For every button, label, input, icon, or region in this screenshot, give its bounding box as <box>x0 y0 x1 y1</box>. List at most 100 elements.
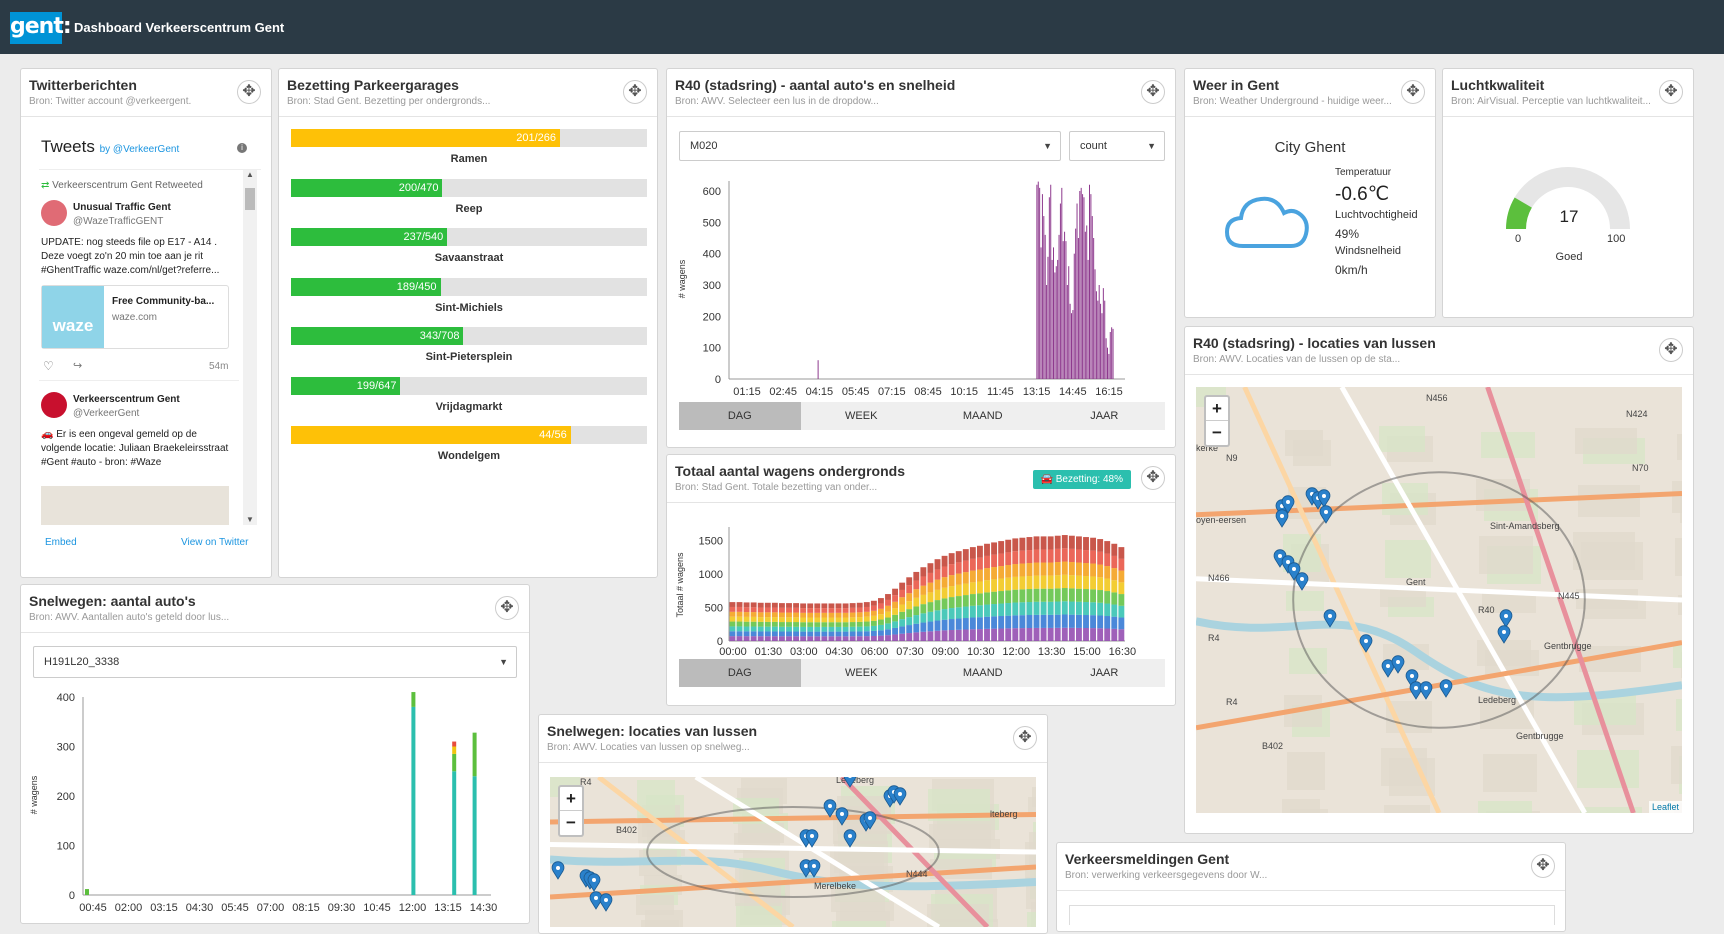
r40-map[interactable]: N456 N424 N9 N70 Sint-Amandsberg Gent N466 N445… <box>1196 387 1682 813</box>
map-tiles[interactable]: R4 B402 Ledeberg N444 Merelbeke lteberg <box>550 777 1036 927</box>
move-icon[interactable]: ✥ <box>623 80 647 104</box>
map-marker-icon <box>1287 562 1301 581</box>
tweet-scroll-area[interactable]: ⇄ Verkeerscentrum Gent Retweeted Unusual… <box>39 169 261 525</box>
area-segment <box>842 622 849 627</box>
move-icon[interactable]: ✥ <box>1659 80 1683 104</box>
tab-week[interactable]: WEEK <box>845 667 878 679</box>
y-axis-label: # wagens <box>677 259 687 298</box>
move-icon[interactable]: ✥ <box>1401 80 1425 104</box>
map-marker-icon <box>843 829 857 848</box>
area-segment <box>920 576 927 586</box>
x-tick-label: 13:30 <box>1038 646 1066 658</box>
panel-header: Twitterberichten Bron: Twitter account @… <box>21 69 271 117</box>
area-segment <box>1019 615 1026 629</box>
map-marker-icon <box>551 861 565 880</box>
area-segment <box>821 603 828 609</box>
area-segment <box>835 603 842 609</box>
area-segment <box>870 615 877 621</box>
move-icon[interactable]: ✥ <box>237 80 261 104</box>
loop-select[interactable]: M020 ▼ <box>679 131 1061 161</box>
move-icon[interactable]: ✥ <box>1013 726 1037 750</box>
area-segment <box>821 631 828 637</box>
area-segment <box>885 611 891 618</box>
area-segment <box>779 631 785 637</box>
scroll-thumb[interactable] <box>245 188 255 210</box>
tab-jaar[interactable]: JAAR <box>1090 410 1119 422</box>
area-segment <box>920 631 927 641</box>
panel-header: Snelwegen: locaties van lussen Bron: AWV… <box>539 715 1047 763</box>
tab-maand[interactable]: MAAND <box>962 667 1003 679</box>
tweet-image[interactable] <box>41 486 229 525</box>
panel-title: Totaal aantal wagens ondergronds <box>675 463 906 479</box>
avatar[interactable] <box>41 200 67 226</box>
map-block <box>1483 754 1537 792</box>
move-icon[interactable]: ✥ <box>1531 854 1555 878</box>
tweet-author[interactable]: Verkeerscentrum Gent <box>73 394 180 405</box>
leaflet-attribution[interactable]: Leaflet <box>1648 801 1682 813</box>
scroll-up-icon[interactable]: ▲ <box>246 170 254 179</box>
area-segment <box>906 593 913 602</box>
avatar[interactable] <box>41 392 67 418</box>
area-segment <box>920 622 927 632</box>
x-tick-label: 03:00 <box>790 646 818 658</box>
area-segment <box>962 549 969 561</box>
y-tick-label: 400 <box>57 692 75 704</box>
heart-icon[interactable]: ♡ <box>43 359 54 373</box>
view-on-twitter-link[interactable]: View on Twitter <box>181 537 249 548</box>
map-block <box>1675 538 1682 576</box>
gent-logo[interactable]: gent: <box>10 12 72 44</box>
map-marker-icon <box>1317 489 1331 508</box>
tab-maand[interactable]: MAAND <box>962 410 1003 422</box>
tab-jaar[interactable]: JAAR <box>1090 667 1119 679</box>
zoom-in-button[interactable]: + <box>560 787 582 811</box>
waze-logo: waze <box>42 286 104 348</box>
scroll-down-icon[interactable]: ▼ <box>246 515 254 524</box>
area-segment <box>977 605 983 618</box>
parking-bar-fill: 343/708 <box>291 327 464 345</box>
map-road <box>1196 576 1682 603</box>
area-segment <box>1118 582 1125 595</box>
area-segment <box>878 598 884 604</box>
panel-title: Twitterberichten <box>29 77 137 93</box>
zoom-out-button[interactable]: − <box>566 813 576 832</box>
info-icon[interactable]: i <box>237 143 247 153</box>
map-road <box>550 812 1036 825</box>
chart-bar <box>1044 234 1046 379</box>
metric-select[interactable]: count ▼ <box>1069 131 1165 161</box>
map-tiles[interactable]: N456 N424 N9 N70 Sint-Amandsberg Gent N466 N445… <box>1196 387 1682 813</box>
chart-bar <box>1091 216 1093 379</box>
tweet-author[interactable]: Unusual Traffic Gent <box>73 202 171 213</box>
highway-bar-chart: 0 100 200 300 400 00:45 02:00 03:15 04:30 05:45 07… <box>29 692 497 914</box>
panel-header: Verkeersmeldingen Gent Bron: verwerking … <box>1057 843 1565 891</box>
embed-link[interactable]: Embed <box>45 537 77 548</box>
highway-map[interactable]: R4 B402 Ledeberg N444 Merelbeke lteberg + − <box>550 777 1036 927</box>
scrollbar[interactable]: ▲ ▼ <box>243 170 257 525</box>
y-axis-label: Totaal # wagens <box>675 552 685 618</box>
parking-bar-fill: 201/266 <box>291 129 560 147</box>
share-icon[interactable]: ↪ <box>73 360 83 372</box>
twitter-panel: Twitterberichten Bron: Twitter account @… <box>20 68 272 578</box>
tweet-time[interactable]: 54m <box>209 361 229 372</box>
link-card[interactable]: waze Free Community-ba... waze.com <box>41 285 229 349</box>
tweet-handle[interactable]: @VerkeerGent <box>73 408 140 419</box>
zoom-out-button[interactable]: − <box>1212 423 1222 442</box>
y-tick-label: 500 <box>705 602 723 614</box>
tab-dag[interactable]: DAG <box>679 402 801 430</box>
move-icon[interactable]: ✥ <box>1659 338 1683 362</box>
tweets-by[interactable]: by @VerkeerGent <box>99 144 180 155</box>
tab-dag[interactable]: DAG <box>679 659 801 687</box>
move-icon[interactable]: ✥ <box>1141 80 1165 104</box>
zoom-in-button[interactable]: + <box>1206 397 1228 421</box>
chart-bar <box>1048 197 1050 379</box>
tab-week[interactable]: WEEK <box>845 410 878 422</box>
gauge-value: 17 <box>1559 207 1579 226</box>
map-ring-road <box>646 806 940 898</box>
tweet-handle[interactable]: @WazeTrafficGENT <box>73 216 164 227</box>
y-tick-label: 300 <box>57 742 75 754</box>
parking-bar-fill: 200/470 <box>291 178 443 197</box>
area-segment <box>1033 601 1040 615</box>
move-icon[interactable]: ✥ <box>1141 466 1165 490</box>
panel-title: Verkeersmeldingen Gent <box>1065 851 1230 867</box>
move-icon[interactable]: ✥ <box>495 596 519 620</box>
highway-loop-select[interactable]: H191L20_3338 ▼ <box>33 646 517 678</box>
